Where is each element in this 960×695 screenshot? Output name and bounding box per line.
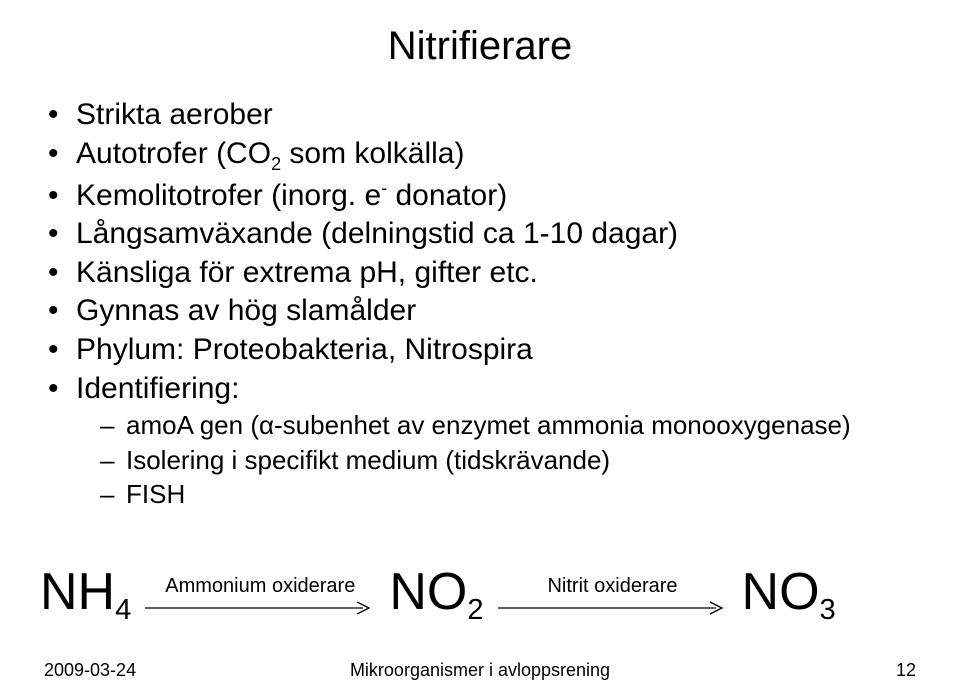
bullet-list: Strikta aerober Autotrofer (CO2 som kolk… (46, 97, 920, 511)
species-symbol: NH (40, 563, 115, 621)
list-item: Långsamväxande (delningstid ca 1-10 daga… (46, 216, 920, 253)
bullet-text: Strikta aerober (76, 98, 273, 131)
reaction-arrow-2: Nitrit oxiderare (498, 575, 728, 616)
list-item: Känsliga för extrema pH, gifter etc. (46, 255, 920, 292)
bullet-text: Långsamväxande (delningstid ca 1-10 daga… (76, 217, 678, 250)
list-item: Kemolitotrofer (inorg. e- donator) (46, 178, 920, 215)
slide-title: Nitrifierare (40, 24, 920, 69)
species-symbol: NO (389, 563, 467, 621)
footer-date: 2009-03-24 (44, 660, 136, 681)
species-no2: NO2 (389, 566, 483, 625)
species-no3: NO3 (742, 566, 836, 625)
arrow-label: Nitrit oxiderare (547, 575, 677, 598)
footer-page-number: 12 (896, 660, 916, 681)
arrow-icon (498, 600, 728, 616)
bullet-text: Känsliga för extrema pH, gifter etc. (76, 256, 538, 289)
slide: Nitrifierare Strikta aerober Autotrofer … (0, 0, 960, 695)
list-item: Gynnas av hög slamålder (46, 293, 920, 330)
list-item: Autotrofer (CO2 som kolkälla) (46, 136, 920, 176)
arrow-label: Ammonium oxiderare (165, 575, 355, 598)
species-subscript: 2 (467, 594, 483, 626)
list-item: Identifiering: amoA gen (α-subenhet av e… (46, 371, 920, 511)
sub-list-item: amoA gen (α-subenhet av enzymet ammonia … (100, 409, 920, 442)
sub-bullet-text: Isolering i specifikt medium (tidskrävan… (126, 445, 610, 475)
bullet-text: Autotrofer (CO2 som kolkälla) (76, 137, 464, 170)
reaction-arrow-1: Ammonium oxiderare (145, 575, 375, 616)
species-subscript: 3 (820, 594, 836, 626)
reaction-equation: NH4 Ammonium oxiderare NO2 Nitrit oxider… (40, 566, 836, 625)
sub-bullet-text: FISH (126, 479, 185, 509)
arrow-icon (145, 600, 375, 616)
list-item: Strikta aerober (46, 97, 920, 134)
bullet-text: Identifiering: (76, 372, 239, 405)
bullet-text: Gynnas av hög slamålder (76, 294, 416, 327)
species-symbol: NO (742, 563, 820, 621)
bullet-text: Kemolitotrofer (inorg. e- donator) (76, 179, 507, 212)
sub-bullet-text: amoA gen (α-subenhet av enzymet ammonia … (126, 410, 851, 440)
bullet-text: Phylum: Proteobakteria, Nitrospira (76, 333, 533, 366)
list-item: Phylum: Proteobakteria, Nitrospira (46, 332, 920, 369)
species-nh4: NH4 (40, 566, 131, 625)
species-subscript: 4 (115, 594, 131, 626)
slide-footer: 2009-03-24 Mikroorganismer i avloppsreni… (0, 660, 960, 681)
sub-list-item: Isolering i specifikt medium (tidskrävan… (100, 444, 920, 477)
sub-list-item: FISH (100, 478, 920, 511)
footer-title: Mikroorganismer i avloppsrening (350, 660, 610, 681)
sub-bullet-list: amoA gen (α-subenhet av enzymet ammonia … (100, 409, 920, 511)
